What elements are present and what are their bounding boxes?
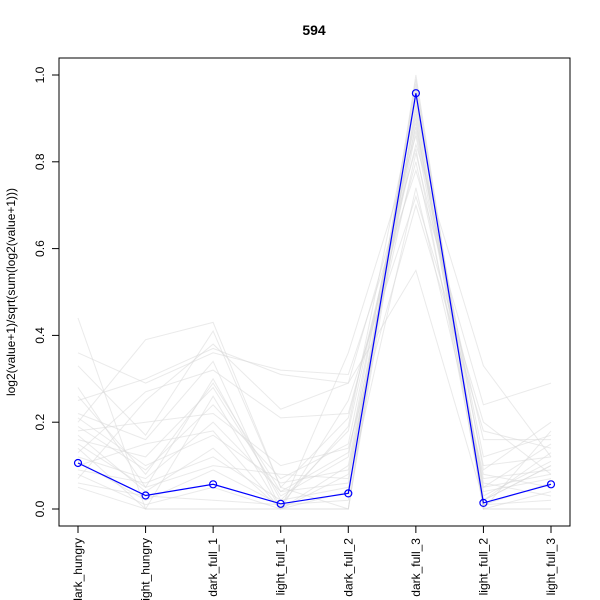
background-line [77, 74, 551, 510]
y-tick-label: 1.0 [33, 66, 47, 83]
chart-title: 594 [302, 22, 326, 38]
x-tick-label: dark_hungry [71, 538, 85, 600]
x-tick-label: light_hungry [139, 538, 153, 600]
background-line [77, 87, 551, 510]
y-tick-label: 0.0 [33, 500, 47, 517]
x-tick-label: light_full_3 [544, 538, 558, 596]
data-point [141, 491, 150, 500]
background-line [77, 269, 552, 502]
data-point [411, 89, 420, 98]
data-point [73, 458, 83, 468]
background-line [77, 142, 552, 489]
background-line [77, 194, 552, 511]
data-point [209, 480, 218, 489]
x-tick-label: light_full_1 [274, 538, 288, 596]
x-tick-label: dark_full_3 [409, 538, 423, 597]
y-tick-label: 0.2 [33, 414, 47, 431]
series-line [77, 93, 552, 505]
background-line [77, 100, 552, 497]
plot-frame [58, 57, 571, 527]
background-line [77, 126, 552, 502]
background-series [77, 74, 552, 511]
data-point [276, 499, 285, 508]
background-line [77, 148, 552, 502]
x-tick-label: dark_full_1 [206, 538, 220, 597]
y-axis-label: log2(value+1)/sqrt(sum(log2(value+1))) [4, 188, 18, 396]
highlight-series [73, 89, 556, 508]
data-point [479, 498, 488, 507]
data-point [344, 489, 353, 498]
background-line [77, 152, 551, 493]
background-line [77, 168, 552, 406]
x-axis: dark_hungry light_hungry dark_full_1 light_… [71, 526, 558, 600]
y-tick-label: 0.4 [33, 327, 47, 344]
x-tick-label: dark_full_2 [341, 538, 355, 597]
y-axis: 0.0 0.2 0.4 0.6 0.8 1.0 [33, 66, 60, 517]
data-point [546, 480, 556, 489]
background-line [77, 79, 552, 510]
background-line [77, 122, 552, 488]
y-tick-label: 0.6 [33, 240, 47, 257]
x-tick-label: light_full_2 [476, 538, 490, 596]
y-tick-label: 0.8 [33, 153, 47, 170]
